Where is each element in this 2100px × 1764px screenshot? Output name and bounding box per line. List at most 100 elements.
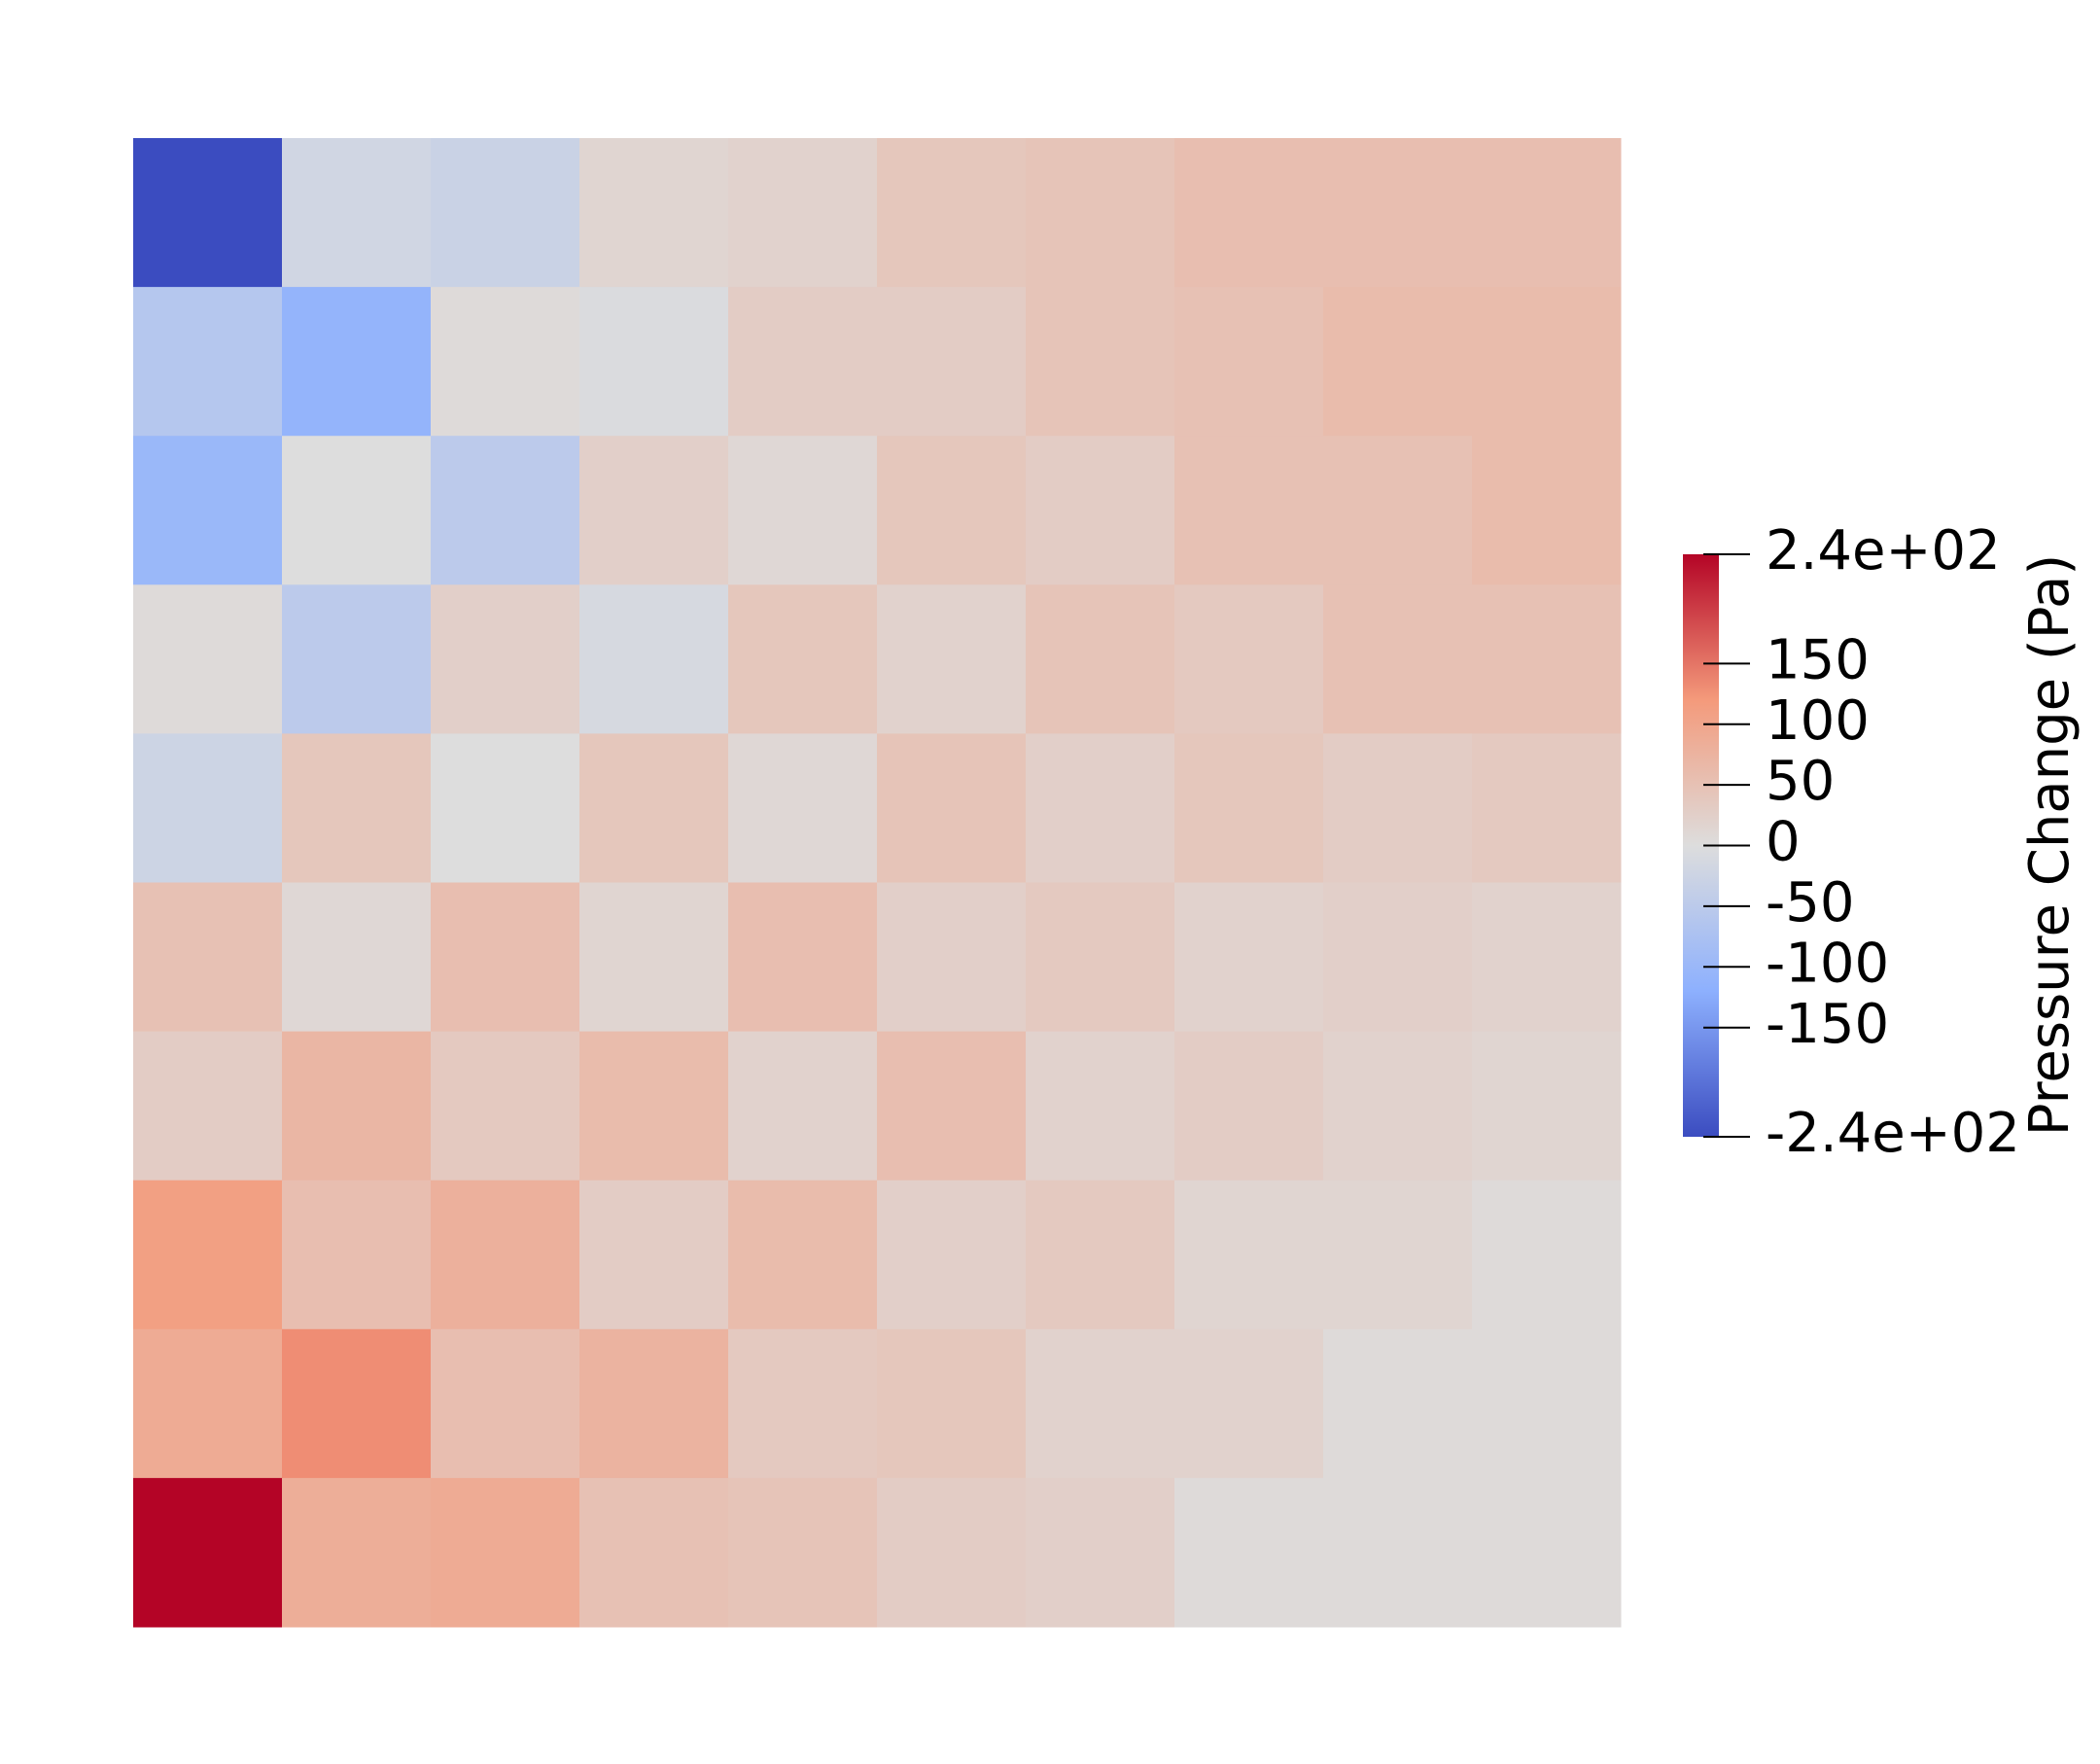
cell [579,287,729,437]
cell [1472,882,1622,1033]
colorbar-tick-label: -150 [1766,993,1889,1056]
cell [1472,287,1622,437]
cell [133,436,283,585]
cell [728,733,878,883]
cell [282,584,432,734]
cell [1174,1180,1324,1330]
cell [282,882,432,1033]
cell [1174,1031,1324,1182]
cell [1174,1477,1324,1628]
cell [579,1180,729,1330]
cell [282,1477,432,1628]
cell [1323,1477,1473,1628]
cell [728,287,878,437]
cell [877,584,1027,734]
cell [1174,882,1324,1033]
cell [431,1031,580,1182]
cell [1026,1031,1175,1182]
cell [1026,1477,1175,1628]
cell [1026,436,1175,585]
cell [728,1031,878,1182]
cell [282,733,432,883]
cell [1174,287,1324,437]
cell [1472,1031,1622,1182]
cell [282,1031,432,1182]
colorbar-tick-label: 2.4e+02 [1766,519,2001,582]
cell [1026,882,1175,1033]
cell [133,138,283,288]
cell [579,1031,729,1182]
cell [1323,287,1473,437]
cell [1323,584,1473,734]
colorbar-tick-label: -2.4e+02 [1766,1102,2020,1165]
cell [1323,1031,1473,1182]
cell [877,1328,1027,1479]
cell [728,1180,878,1330]
cell [282,1328,432,1479]
cell [133,1328,283,1479]
cell [1174,584,1324,734]
cell [431,584,580,734]
cell [1472,436,1622,585]
cell [431,1180,580,1330]
cell [1026,1180,1175,1330]
cell [1026,138,1175,288]
cell [431,436,580,585]
cell [728,584,878,734]
colorbar-title: Pressure Change (Pa) [2018,554,2082,1136]
cell [1472,1477,1622,1628]
cell [1174,436,1324,585]
cell [133,584,283,734]
cell [728,1328,878,1479]
cell [1323,1180,1473,1330]
cell [431,882,580,1033]
cell [1174,733,1324,883]
cell [1174,1328,1324,1479]
cell [1174,138,1324,288]
cell [1472,1180,1622,1330]
cell [1323,882,1473,1033]
cell [1472,138,1622,288]
cell [1323,138,1473,288]
cell [1026,584,1175,734]
colorbar-tick-label: -50 [1766,871,1854,935]
cell [579,436,729,585]
cell [282,138,432,288]
cell [1026,1328,1175,1479]
cell [877,1477,1027,1628]
cell [431,1477,580,1628]
cell [877,287,1027,437]
cell [431,287,580,437]
cell [431,138,580,288]
cell [133,882,283,1033]
cell [133,1031,283,1182]
cell [877,1180,1027,1330]
cell [728,882,878,1033]
cell [1472,584,1622,734]
colorbar-tick-label: 50 [1766,750,1835,813]
cell [579,1328,729,1479]
cell [431,733,580,883]
cell [728,138,878,288]
cell [579,733,729,883]
cell [133,733,283,883]
cell [1323,436,1473,585]
cell [579,882,729,1033]
cell [1472,733,1622,883]
cell [728,1477,878,1628]
colorbar-tick-label: 0 [1766,811,1801,874]
cell [431,1328,580,1479]
cell [133,1477,283,1628]
cell [877,436,1027,585]
colorbar-tick-label: 100 [1766,689,1870,753]
cell [1323,733,1473,883]
cell [1472,1328,1622,1479]
cell [1026,287,1175,437]
cell [1026,733,1175,883]
cell [282,1180,432,1330]
cell [877,733,1027,883]
colorbar-tick-label: -100 [1766,932,1889,995]
cell [877,138,1027,288]
cell [282,436,432,585]
